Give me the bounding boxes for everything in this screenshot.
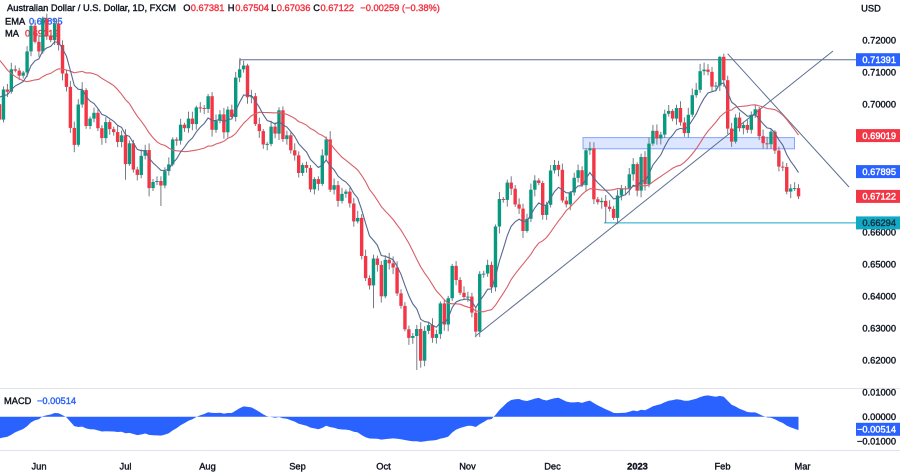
svg-text:0.72000: 0.72000 [862,35,896,45]
svg-text:0.65000: 0.65000 [862,260,896,270]
svg-text:USD: USD [861,4,881,14]
svg-text:C: C [313,3,320,13]
svg-text:0.71000: 0.71000 [862,67,896,77]
svg-text:2023: 2023 [627,462,648,472]
svg-text:Sep: Sep [289,462,306,472]
svg-text:O: O [183,3,190,13]
svg-text:Feb: Feb [714,462,730,472]
svg-text:Oct: Oct [376,462,391,472]
svg-text:0.67122: 0.67122 [321,3,355,13]
svg-text:−0.00514: −0.00514 [857,425,896,435]
svg-text:0.63000: 0.63000 [862,324,896,334]
svg-text:Nov: Nov [459,462,476,472]
svg-text:0.00000: 0.00000 [862,412,896,422]
svg-text:Dec: Dec [544,462,561,472]
svg-text:−0.01000: −0.01000 [857,436,896,446]
svg-text:−0.00259 (−0.38%): −0.00259 (−0.38%) [360,3,440,13]
svg-text:0.67504: 0.67504 [235,3,269,13]
svg-text:Jul: Jul [120,462,132,472]
svg-text:0.66000: 0.66000 [862,228,896,238]
svg-text:Aug: Aug [199,462,216,472]
svg-text:Australian Dollar / U.S. Dolla: Australian Dollar / U.S. Dollar, 1D, FXC… [7,3,176,13]
svg-text:0.67381: 0.67381 [191,3,225,13]
svg-text:L: L [271,3,276,13]
svg-text:0.67036: 0.67036 [277,3,311,13]
svg-text:0.64000: 0.64000 [862,292,896,302]
svg-text:MACD: MACD [4,396,32,406]
svg-text:0.01000: 0.01000 [862,387,896,397]
svg-text:0.71391: 0.71391 [862,55,896,65]
svg-text:0.67122: 0.67122 [862,192,896,202]
svg-text:MA: MA [5,29,20,39]
svg-text:Mar: Mar [794,462,810,472]
svg-text:0.62000: 0.62000 [862,356,896,366]
svg-text:0.67895: 0.67895 [862,167,896,177]
svg-text:−0.00514: −0.00514 [37,396,76,406]
svg-text:EMA: EMA [5,17,26,27]
svg-text:Jun: Jun [32,462,47,472]
svg-text:H: H [228,3,235,13]
svg-text:0.69019: 0.69019 [862,131,896,141]
svg-text:0.70000: 0.70000 [862,99,896,109]
svg-text:0.66294: 0.66294 [862,218,896,228]
